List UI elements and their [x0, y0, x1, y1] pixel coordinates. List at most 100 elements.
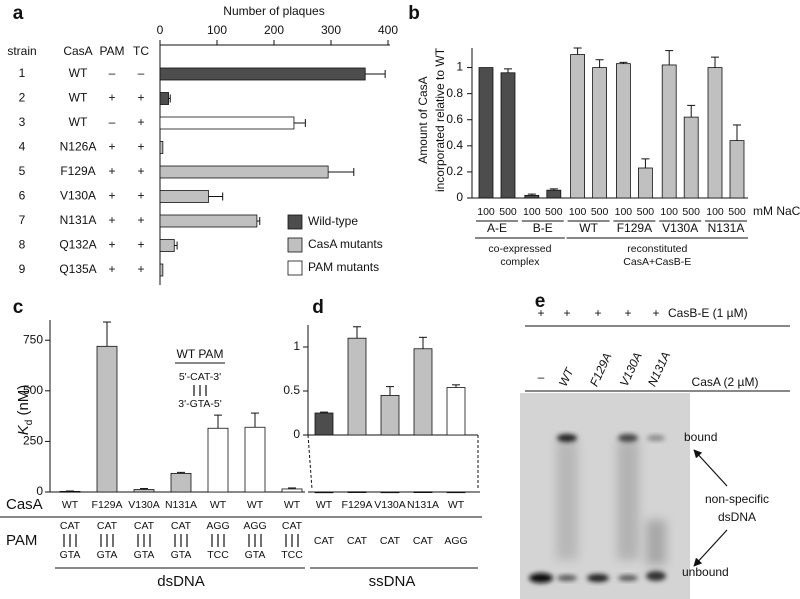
bar: [446, 387, 466, 436]
bar: [546, 189, 562, 199]
row-cell: 9: [19, 262, 26, 276]
pam: CAT: [347, 535, 368, 547]
x-axis-title: dsDNA: [157, 573, 205, 590]
x-tick-label: WT: [247, 499, 264, 511]
row-cell: +: [108, 238, 115, 252]
row-cell: +: [108, 213, 115, 227]
error-bar: [288, 487, 296, 489]
bar: [133, 489, 155, 493]
group-label: V130A: [662, 221, 698, 235]
x-tick-label: N131A: [165, 499, 197, 511]
y-tick-label: 1: [293, 339, 300, 353]
error-bar: [641, 158, 650, 168]
error-bar: [573, 47, 582, 55]
error-bar: [733, 124, 741, 141]
pam: CAT: [413, 535, 434, 547]
pam-bottom: TCC: [207, 549, 229, 561]
pam-bottom: TCC: [281, 549, 303, 561]
bar: [347, 337, 367, 436]
bar: [159, 116, 295, 130]
error-bar: [619, 61, 628, 64]
row-cell: +: [137, 164, 144, 178]
bar: [159, 239, 175, 252]
bar: [281, 488, 303, 493]
y-tick-label: 1: [456, 60, 463, 74]
lane-label: F129A: [587, 351, 615, 389]
y-tick-label: 0.2: [446, 164, 463, 178]
column-header: CasA: [63, 44, 92, 58]
lane-label: –: [538, 370, 545, 384]
error-bar: [208, 192, 224, 201]
bar: [159, 190, 209, 203]
column-header: TC: [133, 44, 149, 58]
row-cell: 1: [19, 66, 26, 80]
zoom-line: [307, 434, 313, 490]
row-cell: –: [109, 66, 116, 80]
bar: [592, 67, 607, 199]
x-tick-label: 100: [477, 206, 495, 218]
pam: CAT: [380, 535, 401, 547]
error-bar: [665, 50, 674, 65]
row-cell: V130A: [60, 189, 96, 203]
x-tick-label: 100: [660, 206, 678, 218]
row-cell: 3: [19, 115, 26, 129]
bar: [683, 116, 699, 199]
row-cell: +: [108, 262, 115, 276]
x-axis-title: Number of plaques: [223, 4, 324, 18]
y-tick-label: 250: [23, 434, 43, 448]
row-cell: 2: [19, 91, 26, 105]
row-cell: 5: [19, 164, 26, 178]
row-cell: +: [137, 91, 144, 105]
x-tick-label: V130A: [374, 499, 406, 511]
legend-swatch: [287, 260, 303, 276]
row-cell: 7: [19, 213, 26, 227]
bar: [159, 214, 258, 228]
legend-label: PAM mutants: [308, 260, 379, 274]
error-bar: [177, 471, 185, 474]
error-bar: [251, 412, 259, 428]
y-tick-label: 0: [36, 484, 43, 498]
bracket-label: CasA+CasB-E: [623, 256, 691, 268]
bar: [661, 64, 677, 199]
x-tick-label: V130A: [128, 499, 160, 511]
bar: [638, 167, 653, 199]
band-label: dsDNA: [718, 510, 756, 524]
x-tick-label: WT: [62, 499, 79, 511]
band-label: bound: [684, 430, 717, 444]
gel-image: [520, 325, 790, 599]
error-bar: [504, 68, 512, 73]
bar: [413, 491, 433, 494]
error-bar: [140, 488, 148, 490]
x-tick-label: WT: [284, 499, 301, 511]
bar: [380, 394, 400, 436]
bar: [500, 72, 516, 199]
bracket-label: reconstituted: [627, 243, 687, 255]
error-bar: [256, 217, 261, 225]
error-bar: [320, 411, 328, 413]
group-label: A-E: [487, 221, 507, 235]
legend-label: Wild-type: [308, 214, 358, 228]
row-cell: WT: [69, 91, 88, 105]
x-tick-label: WT: [448, 499, 465, 511]
pam: CAT: [314, 535, 335, 547]
bar: [170, 472, 192, 493]
legend-swatch: [287, 237, 303, 253]
lane-plus: +: [652, 306, 659, 320]
lane-plus: +: [624, 306, 631, 320]
row-cell: +: [108, 189, 115, 203]
bar: [446, 491, 466, 494]
pam-top: CAT: [282, 520, 303, 532]
bar: [207, 427, 229, 493]
row-cell: 6: [19, 189, 26, 203]
lane-plus: +: [537, 306, 544, 320]
error-bar: [595, 59, 604, 68]
inset-title: WT PAM: [177, 347, 224, 361]
inset-text: 5'-CAT-3': [179, 371, 221, 383]
pam-top: CAT: [60, 520, 81, 532]
bar: [478, 67, 494, 199]
error-bar: [328, 168, 355, 176]
x-tick-label: 100: [569, 206, 587, 218]
pam-top: AGG: [243, 520, 266, 532]
